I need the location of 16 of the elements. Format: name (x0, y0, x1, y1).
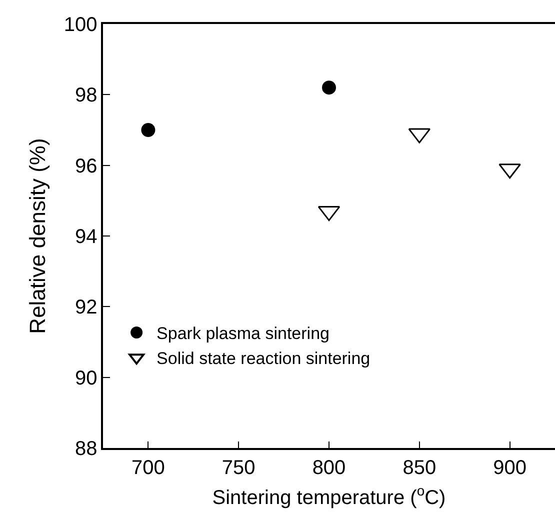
y-axis-title: Relative density (%) (25, 138, 50, 334)
legend-label: Solid state reaction sintering (156, 349, 370, 368)
y-tick-label: 88 (75, 438, 98, 460)
x-tick-label: 800 (312, 456, 346, 479)
x-tick-label: 850 (402, 456, 436, 479)
y-tick-label: 90 (75, 367, 98, 390)
y-tick-label: 92 (75, 296, 98, 319)
y-tick-label: 96 (75, 155, 98, 178)
y-tick-label: 94 (75, 226, 98, 248)
x-tick-label: 750 (222, 456, 256, 479)
y-tick-label: 100 (64, 14, 98, 36)
x-axis-title: Sintering temperature ($^{o}$C) (212, 482, 446, 509)
legend-label: Spark plasma sintering (156, 324, 330, 344)
x-tick-label: 900 (493, 456, 526, 479)
x-tick-label: 700 (132, 456, 165, 479)
y-tick-label: 98 (75, 84, 98, 107)
